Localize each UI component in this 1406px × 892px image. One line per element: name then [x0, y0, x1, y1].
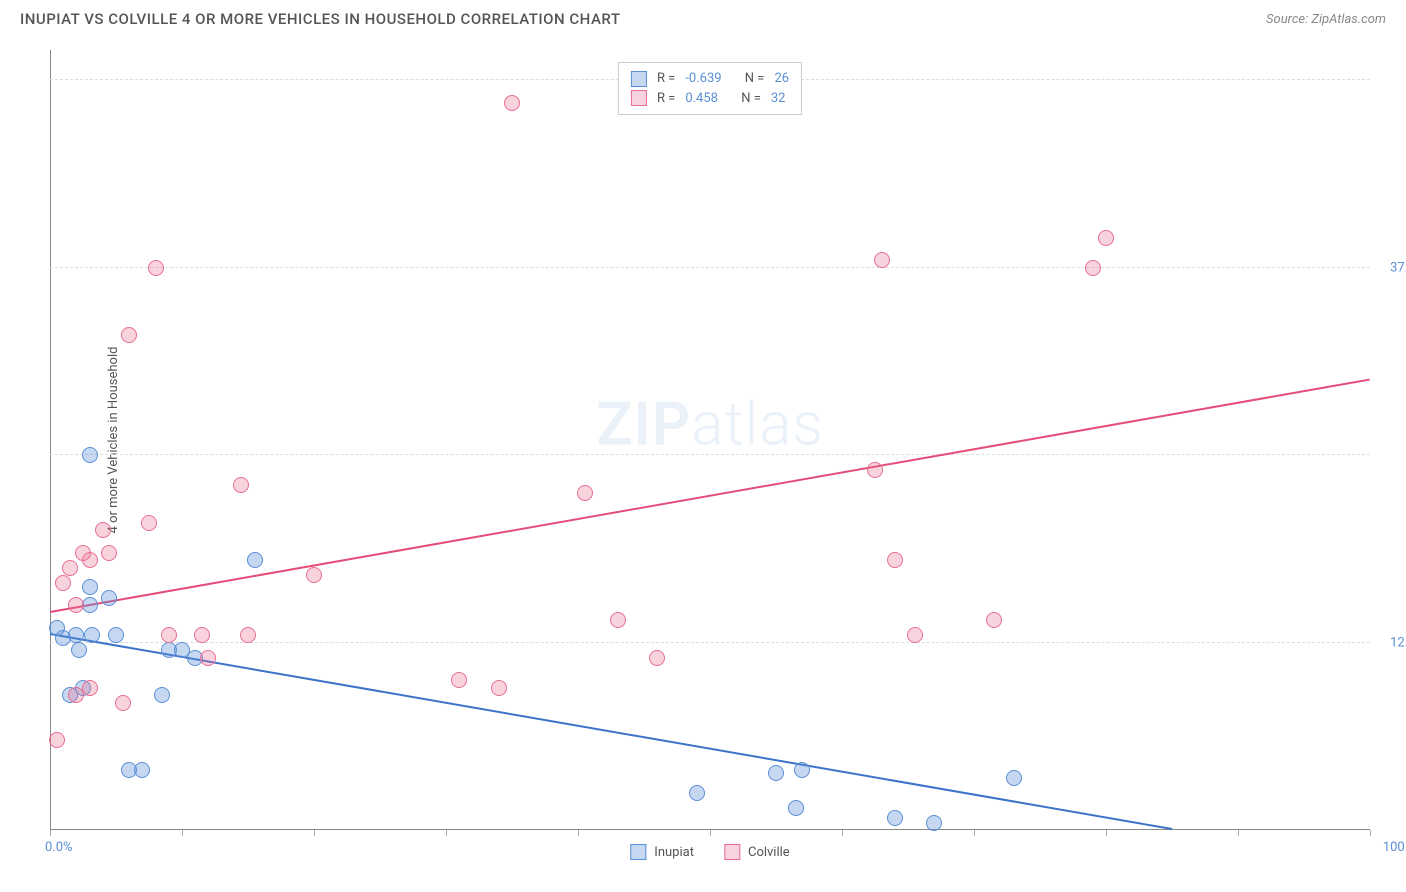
data-point [101, 545, 117, 561]
n-label: N = [741, 89, 761, 109]
data-point [71, 642, 87, 658]
data-point [134, 762, 150, 778]
stats-row-inupiat: R = -0.639 N = 26 [631, 69, 789, 89]
y-tick-label: 37.5% [1390, 260, 1406, 275]
y-tick-label: 12.5% [1390, 635, 1406, 650]
data-point [148, 260, 164, 276]
x-tick [578, 830, 579, 836]
data-point [55, 575, 71, 591]
data-point [115, 695, 131, 711]
gridline [50, 267, 1370, 268]
data-point [121, 327, 137, 343]
data-point [867, 462, 883, 478]
x-tick [1238, 830, 1239, 836]
data-point [240, 627, 256, 643]
x-tick [446, 830, 447, 836]
data-point [649, 650, 665, 666]
data-point [926, 815, 942, 831]
data-point [689, 785, 705, 801]
gridline [50, 454, 1370, 455]
x-tick [1370, 830, 1371, 836]
stats-legend: R = -0.639 N = 26 R = 0.458 N = 32 [618, 62, 802, 115]
legend-item-inupiat: Inupiat [630, 844, 694, 860]
data-point [49, 732, 65, 748]
x-tick [974, 830, 975, 836]
data-point [1006, 770, 1022, 786]
bottom-legend: Inupiat Colville [630, 844, 789, 860]
data-point [874, 252, 890, 268]
n-label: N = [745, 69, 765, 89]
n-value-inupiat: 26 [774, 69, 789, 89]
x-tick [50, 830, 51, 836]
data-point [887, 552, 903, 568]
swatch-inupiat [631, 71, 647, 87]
data-point [788, 800, 804, 816]
data-point [986, 612, 1002, 628]
data-point [451, 672, 467, 688]
data-point [768, 765, 784, 781]
r-value-inupiat: -0.639 [685, 69, 721, 89]
data-point [1098, 230, 1114, 246]
r-value-colville: 0.458 [685, 89, 718, 109]
data-point [68, 597, 84, 613]
data-point [306, 567, 322, 583]
y-axis-line [50, 50, 51, 830]
swatch-colville [631, 90, 647, 106]
data-point [62, 560, 78, 576]
scatter-chart: 4 or more Vehicles in Household 12.5%37.… [50, 50, 1370, 830]
data-point [161, 627, 177, 643]
data-point [504, 95, 520, 111]
x-tick [1106, 830, 1107, 836]
data-point [82, 579, 98, 595]
x-tick [314, 830, 315, 836]
x-axis-min-label: 0.0% [45, 840, 73, 855]
data-point [491, 680, 507, 696]
trend-line [50, 378, 1370, 612]
watermark: ZIPatlas [596, 389, 824, 460]
data-point [247, 552, 263, 568]
data-point [194, 627, 210, 643]
trend-line [50, 633, 1172, 830]
x-tick [710, 830, 711, 836]
data-point [577, 485, 593, 501]
data-point [68, 627, 84, 643]
n-value-colville: 32 [771, 89, 786, 109]
source-attribution: Source: ZipAtlas.com [1266, 12, 1386, 27]
data-point [101, 590, 117, 606]
data-point [154, 687, 170, 703]
data-point [95, 522, 111, 538]
data-point [141, 515, 157, 531]
x-tick [182, 830, 183, 836]
legend-swatch-colville [724, 844, 740, 860]
data-point [108, 627, 124, 643]
y-axis-label: 4 or more Vehicles in Household [106, 347, 121, 534]
chart-title: INUPIAT VS COLVILLE 4 OR MORE VEHICLES I… [20, 10, 620, 28]
data-point [887, 810, 903, 826]
data-point [1085, 260, 1101, 276]
data-point [82, 552, 98, 568]
data-point [907, 627, 923, 643]
legend-label-inupiat: Inupiat [654, 845, 694, 860]
data-point [82, 447, 98, 463]
r-label: R = [657, 89, 675, 109]
x-tick [842, 830, 843, 836]
stats-row-colville: R = 0.458 N = 32 [631, 89, 789, 109]
legend-item-colville: Colville [724, 844, 790, 860]
data-point [82, 680, 98, 696]
data-point [200, 650, 216, 666]
x-axis-max-label: 100.0% [1383, 840, 1406, 855]
data-point [233, 477, 249, 493]
data-point [84, 627, 100, 643]
legend-label-colville: Colville [748, 845, 790, 860]
legend-swatch-inupiat [630, 844, 646, 860]
r-label: R = [657, 69, 675, 89]
data-point [794, 762, 810, 778]
data-point [610, 612, 626, 628]
